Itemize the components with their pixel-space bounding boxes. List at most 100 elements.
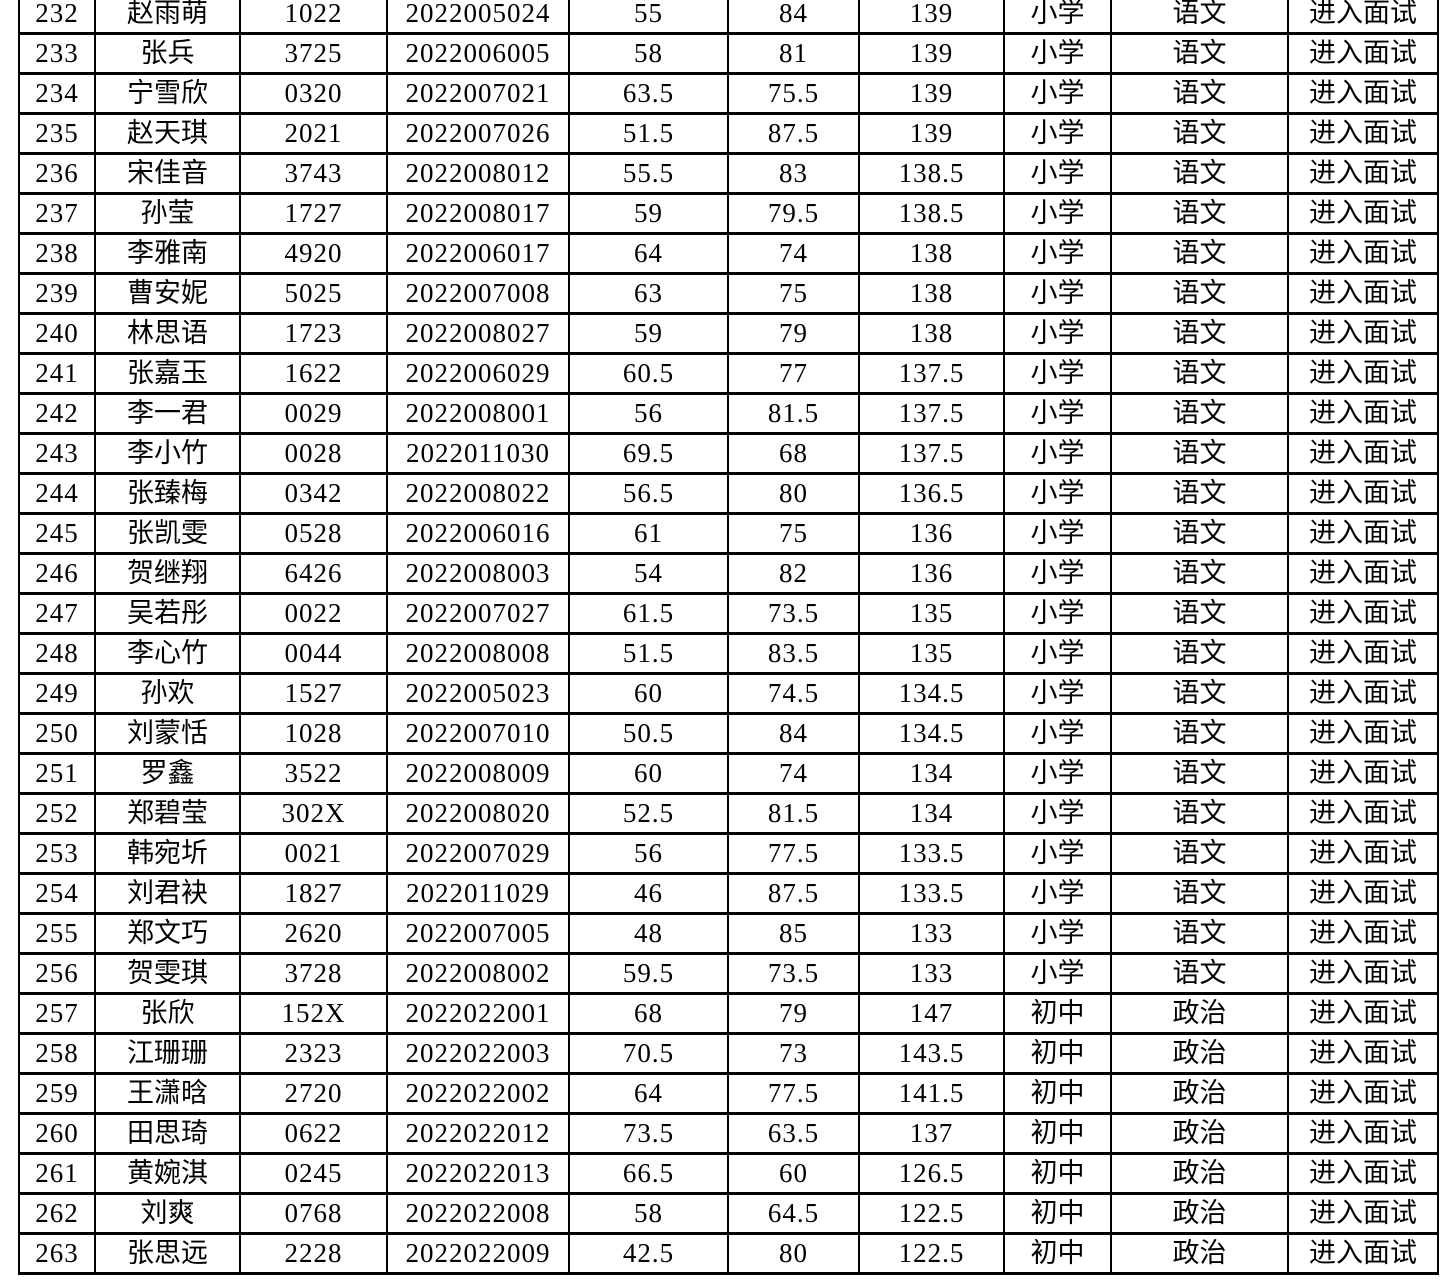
rank-cell: 246 xyxy=(18,552,96,595)
result-cell: 进入面试 xyxy=(1287,432,1439,475)
school-stage-cell: 小学 xyxy=(1003,632,1112,675)
score1-cell: 59 xyxy=(568,192,729,235)
exam-number-cell: 2022005023 xyxy=(386,672,570,715)
exam-number-cell: 2022007005 xyxy=(386,912,570,955)
subject-cell: 语文 xyxy=(1110,312,1289,355)
name-cell: 田思琦 xyxy=(94,1112,241,1155)
table-row: 256 贺雯琪 3728 2022008002 59.5 73.5 133 小学 语文 进入面试 xyxy=(18,952,1439,995)
score1-cell: 63.5 xyxy=(568,72,729,115)
result-cell: 进入面试 xyxy=(1287,1072,1439,1115)
name-cell: 吴若彤 xyxy=(94,592,241,635)
total-score-cell: 122.5 xyxy=(858,1232,1005,1275)
exam-number-cell: 2022006017 xyxy=(386,232,570,275)
score2-cell: 80 xyxy=(727,1232,860,1275)
table-row: 236 宋佳音 3743 2022008012 55.5 83 138.5 小学 语文 进入面试 xyxy=(18,152,1439,195)
name-cell: 张欣 xyxy=(94,992,241,1035)
result-cell: 进入面试 xyxy=(1287,992,1439,1035)
school-stage-cell: 初中 xyxy=(1003,1032,1112,1075)
total-score-cell: 134 xyxy=(858,752,1005,795)
score1-cell: 56 xyxy=(568,832,729,875)
score1-cell: 66.5 xyxy=(568,1152,729,1195)
result-cell: 进入面试 xyxy=(1287,312,1439,355)
score1-cell: 59 xyxy=(568,312,729,355)
subject-cell: 语文 xyxy=(1110,432,1289,475)
total-score-cell: 138 xyxy=(858,312,1005,355)
name-cell: 刘君袂 xyxy=(94,872,241,915)
result-cell: 进入面试 xyxy=(1287,872,1439,915)
name-cell: 郑碧莹 xyxy=(94,792,241,835)
total-score-cell: 134.5 xyxy=(858,672,1005,715)
name-cell: 李心竹 xyxy=(94,632,241,675)
id-last4-cell: 0622 xyxy=(239,1112,388,1155)
school-stage-cell: 小学 xyxy=(1003,712,1112,755)
id-last4-cell: 1527 xyxy=(239,672,388,715)
table-row: 259 王潇晗 2720 2022022002 64 77.5 141.5 初中 政治 进入面试 xyxy=(18,1072,1439,1115)
exam-number-cell: 2022008017 xyxy=(386,192,570,235)
rank-cell: 238 xyxy=(18,232,96,275)
table-row: 249 孙欢 1527 2022005023 60 74.5 134.5 小学 语文 进入面试 xyxy=(18,672,1439,715)
score2-cell: 85 xyxy=(727,912,860,955)
exam-number-cell: 2022008012 xyxy=(386,152,570,195)
score2-cell: 73.5 xyxy=(727,952,860,995)
school-stage-cell: 小学 xyxy=(1003,232,1112,275)
results-table-body: 232 赵雨萌 1022 2022005024 55 84 139 小学 语文 进入面试 233 张兵… xyxy=(18,0,1439,1275)
table-row: 241 张嘉玉 1622 2022006029 60.5 77 137.5 小学 语文 进入面试 xyxy=(18,352,1439,395)
name-cell: 孙欢 xyxy=(94,672,241,715)
result-cell: 进入面试 xyxy=(1287,752,1439,795)
total-score-cell: 138.5 xyxy=(858,152,1005,195)
score2-cell: 81.5 xyxy=(727,392,860,435)
score1-cell: 61 xyxy=(568,512,729,555)
table-row: 248 李心竹 0044 2022008008 51.5 83.5 135 小学 语文 进入面试 xyxy=(18,632,1439,675)
result-cell: 进入面试 xyxy=(1287,792,1439,835)
score2-cell: 75.5 xyxy=(727,72,860,115)
name-cell: 张凯雯 xyxy=(94,512,241,555)
subject-cell: 语文 xyxy=(1110,752,1289,795)
name-cell: 赵雨萌 xyxy=(94,0,241,35)
score1-cell: 63 xyxy=(568,272,729,315)
result-cell: 进入面试 xyxy=(1287,32,1439,75)
subject-cell: 语文 xyxy=(1110,32,1289,75)
total-score-cell: 137.5 xyxy=(858,432,1005,475)
id-last4-cell: 1022 xyxy=(239,0,388,35)
name-cell: 韩宛圻 xyxy=(94,832,241,875)
score2-cell: 73 xyxy=(727,1032,860,1075)
id-last4-cell: 1723 xyxy=(239,312,388,355)
score1-cell: 50.5 xyxy=(568,712,729,755)
name-cell: 宋佳音 xyxy=(94,152,241,195)
school-stage-cell: 初中 xyxy=(1003,1192,1112,1235)
total-score-cell: 139 xyxy=(858,32,1005,75)
name-cell: 张嘉玉 xyxy=(94,352,241,395)
score2-cell: 79 xyxy=(727,992,860,1035)
subject-cell: 语文 xyxy=(1110,552,1289,595)
total-score-cell: 139 xyxy=(858,0,1005,35)
id-last4-cell: 3522 xyxy=(239,752,388,795)
exam-number-cell: 2022011030 xyxy=(386,432,570,475)
result-cell: 进入面试 xyxy=(1287,392,1439,435)
name-cell: 林思语 xyxy=(94,312,241,355)
name-cell: 宁雪欣 xyxy=(94,72,241,115)
exam-number-cell: 2022007026 xyxy=(386,112,570,155)
school-stage-cell: 小学 xyxy=(1003,472,1112,515)
total-score-cell: 147 xyxy=(858,992,1005,1035)
table-row: 257 张欣 152X 2022022001 68 79 147 初中 政治 进入面试 xyxy=(18,992,1439,1035)
total-score-cell: 133 xyxy=(858,912,1005,955)
id-last4-cell: 3728 xyxy=(239,952,388,995)
score2-cell: 68 xyxy=(727,432,860,475)
name-cell: 张臻梅 xyxy=(94,472,241,515)
subject-cell: 语文 xyxy=(1110,472,1289,515)
result-cell: 进入面试 xyxy=(1287,1152,1439,1195)
result-cell: 进入面试 xyxy=(1287,672,1439,715)
total-score-cell: 136.5 xyxy=(858,472,1005,515)
total-score-cell: 133.5 xyxy=(858,832,1005,875)
school-stage-cell: 小学 xyxy=(1003,352,1112,395)
score1-cell: 70.5 xyxy=(568,1032,729,1075)
name-cell: 贺雯琪 xyxy=(94,952,241,995)
rank-cell: 244 xyxy=(18,472,96,515)
result-cell: 进入面试 xyxy=(1287,952,1439,995)
table-row: 238 李雅南 4920 2022006017 64 74 138 小学 语文 进入面试 xyxy=(18,232,1439,275)
id-last4-cell: 0528 xyxy=(239,512,388,555)
id-last4-cell: 0028 xyxy=(239,432,388,475)
score2-cell: 79 xyxy=(727,312,860,355)
subject-cell: 语文 xyxy=(1110,672,1289,715)
id-last4-cell: 1727 xyxy=(239,192,388,235)
